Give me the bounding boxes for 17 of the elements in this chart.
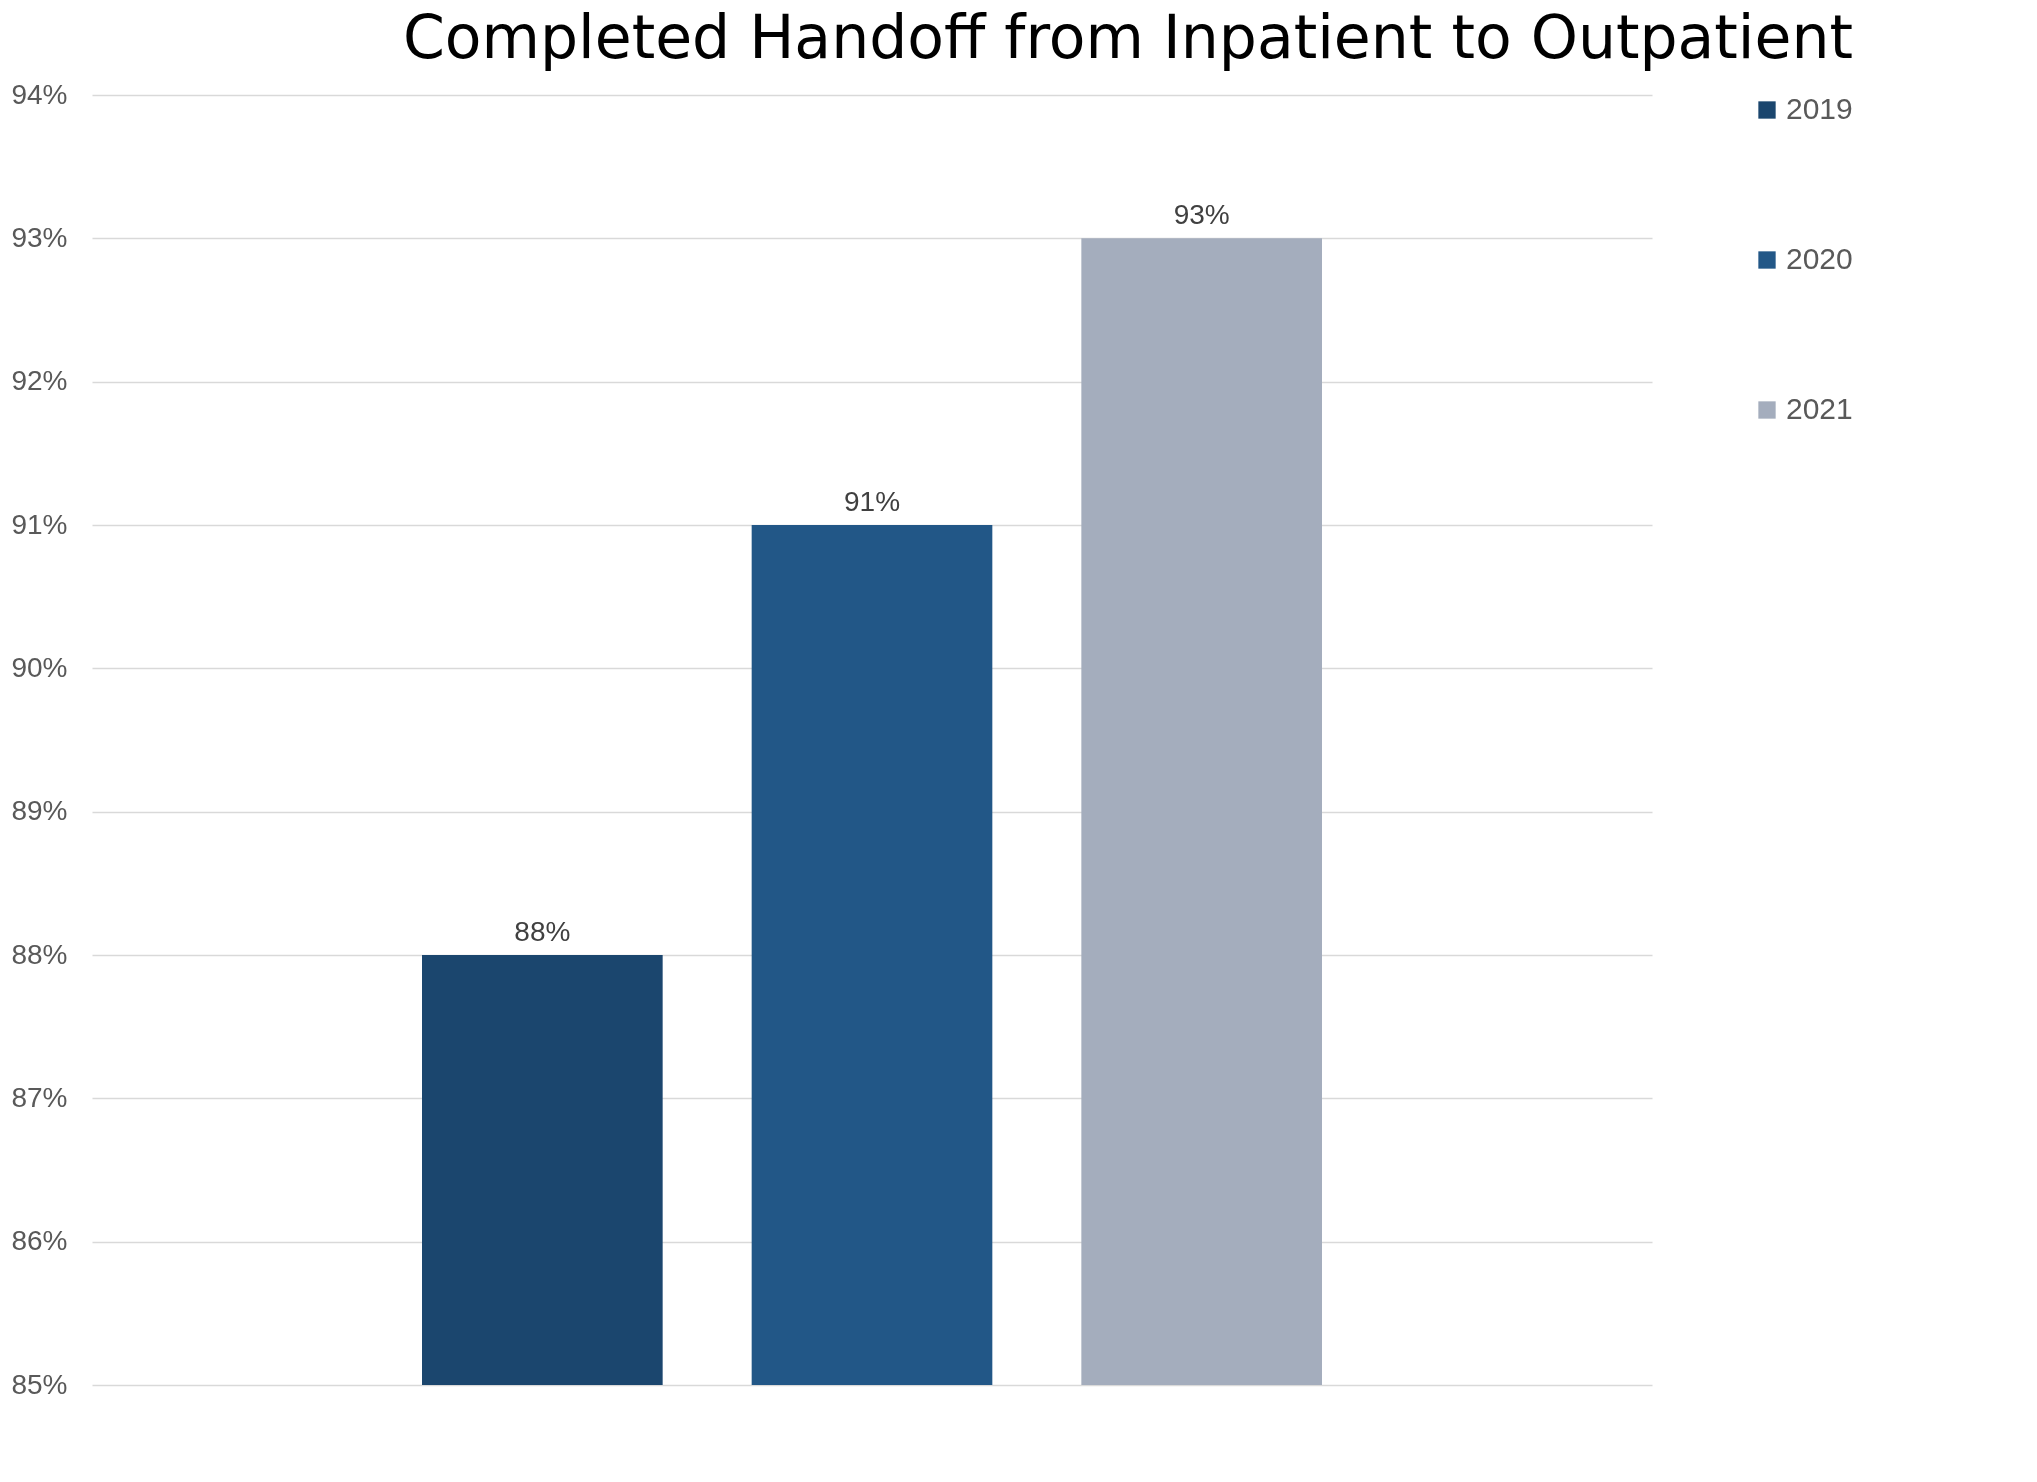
- data-label: 93%: [1173, 199, 1230, 231]
- y-tick-label: 86%: [11, 1225, 68, 1257]
- data-label: 88%: [514, 916, 571, 947]
- y-tick-label: 92%: [11, 365, 68, 397]
- y-tick-label: 85%: [11, 1368, 68, 1400]
- legend-label: 2019: [1786, 92, 1853, 125]
- y-tick-label: 90%: [11, 651, 68, 683]
- data-label: 91%: [843, 486, 901, 517]
- y-tick-label: 93%: [11, 221, 68, 253]
- y-tick-label: 88%: [11, 938, 68, 970]
- y-tick-label: 91%: [11, 508, 68, 540]
- y-tick-label: 89%: [11, 795, 68, 827]
- chart-title: Completed Handoff from Inpatient to Outpatient: [402, 2, 1853, 72]
- legend-label: 2021: [1786, 392, 1853, 425]
- legend-label: 2020: [1786, 242, 1853, 275]
- y-tick-label: 87%: [11, 1081, 68, 1113]
- y-tick-label: 94%: [11, 78, 68, 110]
